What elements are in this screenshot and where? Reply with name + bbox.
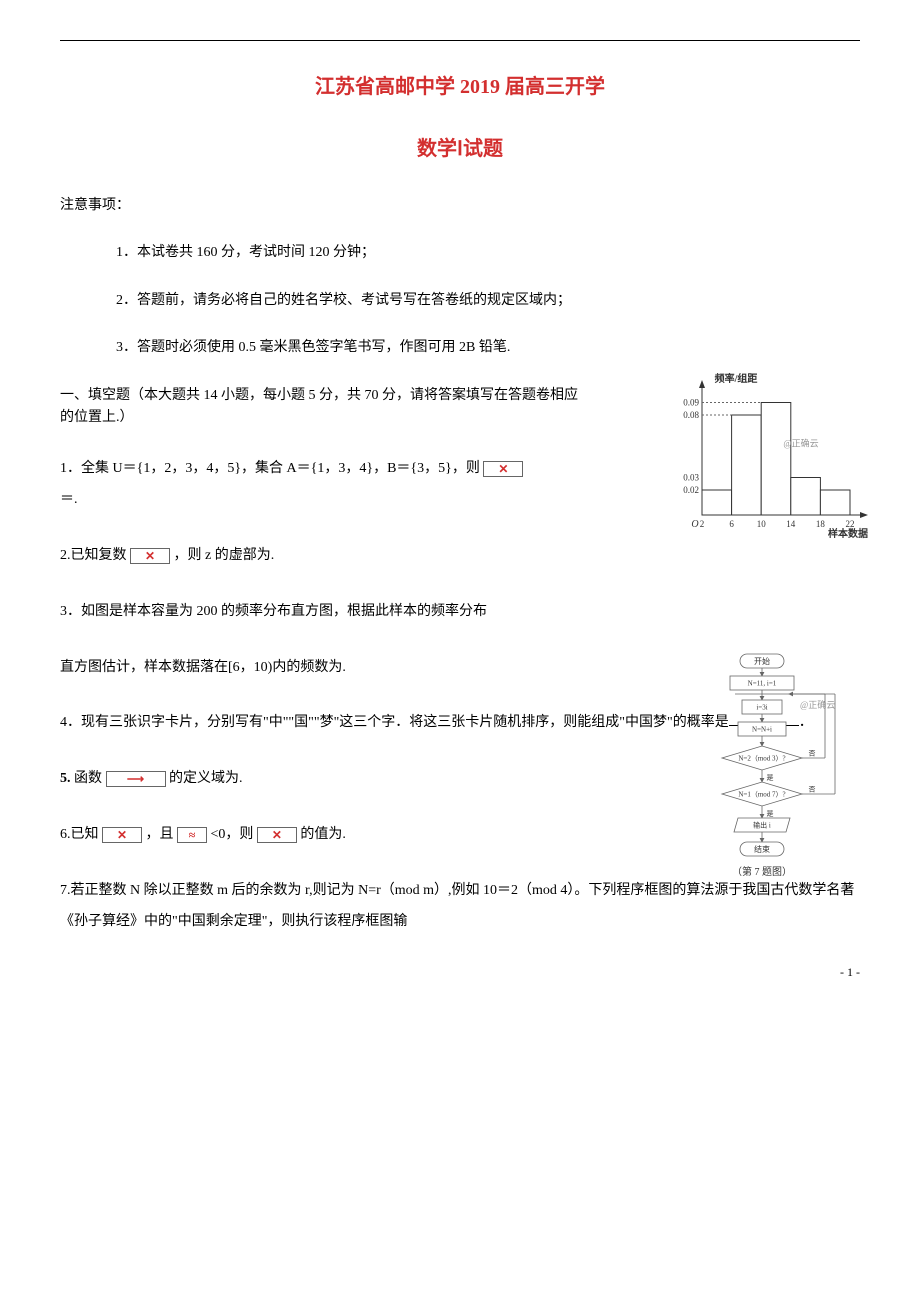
- formula-placeholder-icon: ✕: [102, 827, 142, 843]
- q1-text-a: 1．全集 U＝{1，2，3，4，5}，集合 A＝{1，3，4}，B＝{3，5}，…: [60, 461, 483, 476]
- top-rule: [60, 40, 860, 41]
- flow-cond2: N=1（mod 7）?: [738, 791, 785, 799]
- title-sub: 数学Ⅰ试题: [60, 133, 860, 165]
- q6-text-b: ，且: [146, 827, 178, 842]
- formula-placeholder-icon: ✕: [483, 461, 523, 477]
- q5-num: 5.: [60, 771, 71, 786]
- question-2: 2.已知复数 ✕ ，则 z 的虚部为.: [60, 541, 580, 572]
- flow-cond1: N=2（mod 3）?: [738, 755, 785, 763]
- title-main: 江苏省高邮中学 2019 届高三开学: [60, 71, 860, 103]
- flow-caption: （第 7 题图）: [732, 865, 792, 878]
- formula-placeholder-icon: ⟶: [106, 771, 166, 787]
- svg-text:0.03: 0.03: [683, 473, 699, 483]
- flow-yes1: 是: [767, 774, 774, 782]
- formula-placeholder-icon: ✕: [130, 548, 170, 564]
- flowchart-figure: 开始 N=11, i=1 i=3i @正确云 N=N+i N=2（mod 3）?…: [690, 650, 840, 918]
- q4-text-a: 4．现有三张识字卡片，分别写有"中""国""梦"这三个字．将这三张卡片随机排序，…: [60, 715, 729, 730]
- q6-text-a: 6.已知: [60, 827, 102, 842]
- page-number: - 1 -: [840, 963, 860, 982]
- q6-text-c: <0，则: [211, 827, 257, 842]
- svg-text:0.09: 0.09: [683, 398, 699, 408]
- notice-label: 注意事项：: [60, 195, 860, 217]
- svg-text:0.08: 0.08: [683, 410, 699, 420]
- flowchart-svg: 开始 N=11, i=1 i=3i @正确云 N=N+i N=2（mod 3）?…: [690, 650, 850, 910]
- flow-output: 输出 i: [753, 821, 771, 830]
- q1-text-b: ＝.: [60, 492, 78, 507]
- svg-text:14: 14: [786, 519, 796, 529]
- question-1: 1．全集 U＝{1，2，3，4，5}，集合 A＝{1，3，4}，B＝{3，5}，…: [60, 454, 580, 516]
- q5-text-b: 函数: [74, 771, 106, 786]
- notice-item-3: 3．答题时必须使用 0.5 毫米黑色签字笔书写，作图可用 2B 铅笔.: [60, 337, 580, 359]
- flow-yes2: 是: [767, 810, 774, 818]
- question-3b: 直方图估计，样本数据落在[6，10)内的频数为.: [60, 653, 580, 684]
- histogram-figure: 频率/组距样本数据0.090.080.030.022610141822O@正确云: [670, 370, 870, 558]
- histogram-svg: 频率/组距样本数据0.090.080.030.022610141822O@正确云: [670, 370, 870, 550]
- q5-text-c: 的定义域为.: [169, 771, 243, 786]
- section-heading: 一、填空题（本大题共 14 小题，每小题 5 分，共 70 分，请将答案填写在答…: [60, 385, 580, 430]
- flow-no1: 否: [809, 750, 816, 758]
- question-3a: 3．如图是样本容量为 200 的频率分布直方图，根据此样本的频率分布: [60, 597, 580, 628]
- svg-text:6: 6: [729, 519, 734, 529]
- formula-placeholder-icon: ≈: [177, 827, 207, 843]
- q2-text-b: ，则 z 的虚部为.: [174, 548, 275, 563]
- svg-text:18: 18: [816, 519, 826, 529]
- formula-placeholder-icon: ✕: [257, 827, 297, 843]
- notice-item-1: 1．本试卷共 160 分，考试时间 120 分钟；: [60, 242, 860, 264]
- svg-text:O: O: [691, 519, 698, 530]
- svg-text:22: 22: [846, 519, 855, 529]
- svg-text:频率/组距: 频率/组距: [715, 372, 758, 385]
- svg-text:10: 10: [757, 519, 767, 529]
- flow-update: N=N+i: [752, 726, 772, 734]
- q2-text-a: 2.已知复数: [60, 548, 130, 563]
- q6-text-d: 的值为.: [300, 827, 346, 842]
- svg-text:0.02: 0.02: [683, 485, 699, 495]
- flow-init: N=11, i=1: [748, 680, 777, 688]
- flow-end: 结束: [754, 844, 770, 854]
- notice-item-2: 2．答题前，请务必将自己的姓名学校、考试号写在答卷纸的规定区域内；: [60, 290, 580, 312]
- flow-step: i=3i: [756, 704, 767, 712]
- svg-text:@正确云: @正确云: [783, 437, 818, 448]
- svg-text:2: 2: [700, 519, 705, 529]
- watermark-flow: @正确云: [800, 699, 835, 710]
- flow-start: 开始: [754, 656, 770, 666]
- flow-no2: 否: [809, 786, 816, 794]
